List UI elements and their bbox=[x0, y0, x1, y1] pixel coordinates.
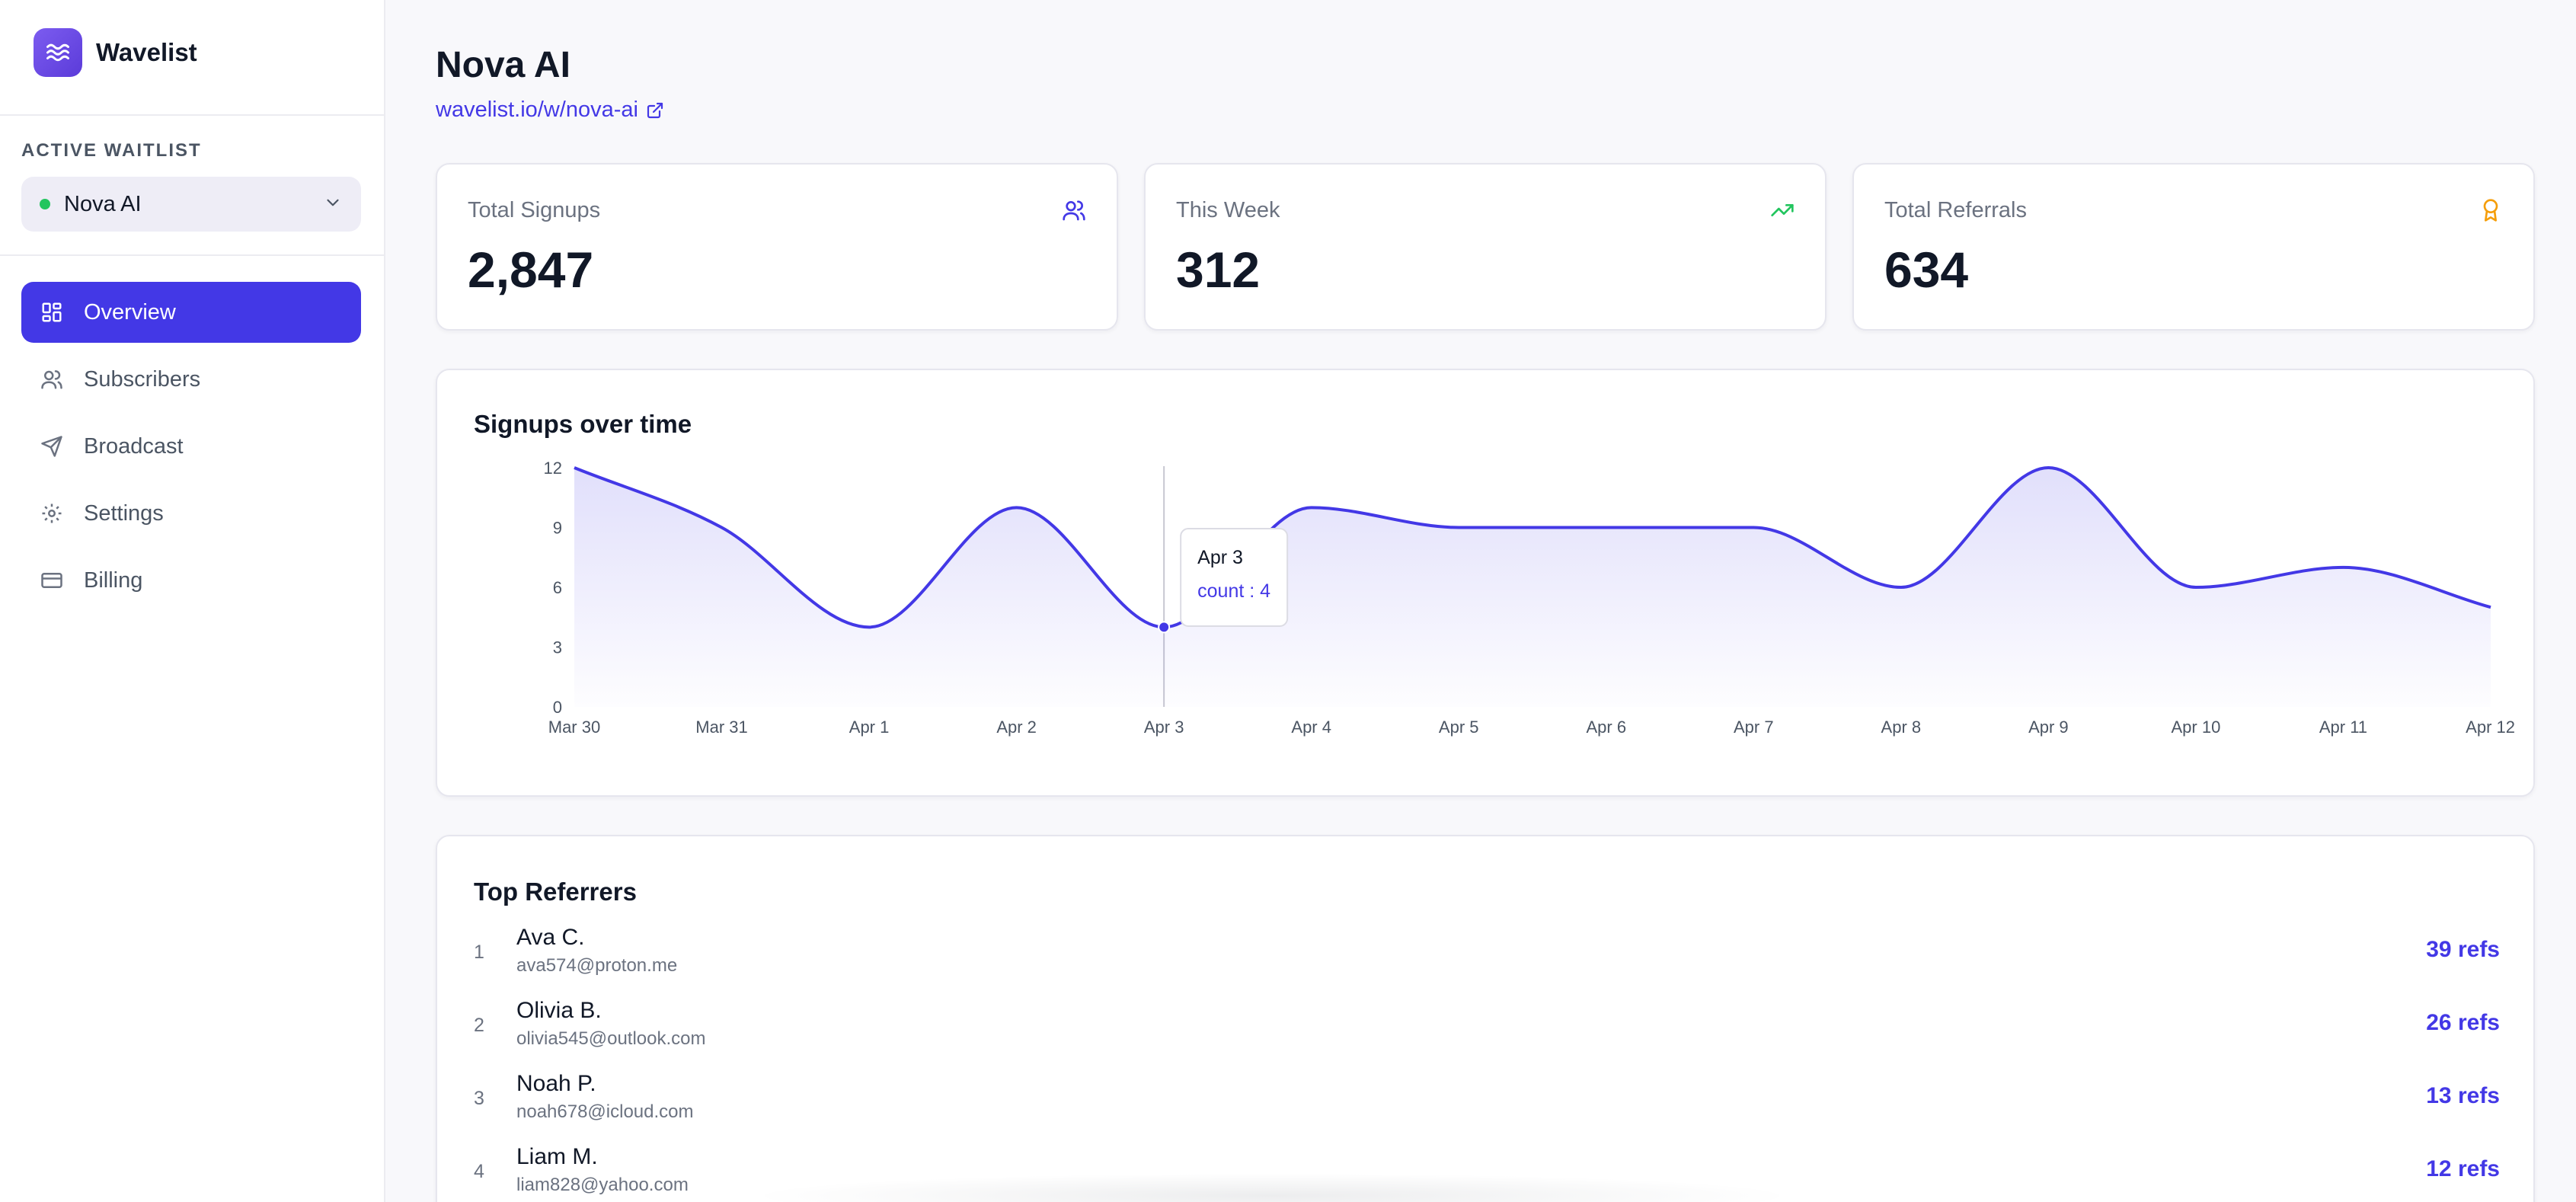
x-tick-label: Apr 9 bbox=[2028, 718, 2069, 737]
x-tick-label: Mar 30 bbox=[548, 718, 600, 737]
award-icon bbox=[2479, 198, 2503, 226]
referrer-email: ava574@proton.me bbox=[516, 955, 678, 976]
active-waitlist-label: ACTIVE WAITLIST bbox=[21, 140, 202, 161]
referrer-name: Noah P. bbox=[516, 1071, 596, 1096]
tooltip-value: count : 4 bbox=[1197, 580, 1270, 602]
nav-item-subscribers[interactable]: Subscribers bbox=[21, 349, 361, 410]
stat-label: Total Signups bbox=[468, 198, 601, 222]
x-tick-label: Apr 5 bbox=[1439, 718, 1479, 737]
nav-label: Broadcast bbox=[84, 433, 184, 459]
gear-icon bbox=[40, 501, 64, 526]
list-item[interactable]: 3 Noah P. noah678@icloud.com 13 refs bbox=[474, 1066, 2500, 1132]
stat-card-this-week: This Week 312 bbox=[1144, 163, 1827, 331]
x-tick-label: Apr 1 bbox=[849, 718, 890, 737]
nav-item-overview[interactable]: Overview bbox=[21, 282, 361, 343]
nav-label: Subscribers bbox=[84, 366, 201, 392]
highlight-point[interactable] bbox=[1158, 621, 1171, 634]
y-tick-label: 0 bbox=[553, 698, 562, 717]
y-tick-label: 9 bbox=[553, 519, 562, 538]
list-item[interactable]: 1 Ava C. ava574@proton.me 39 refs bbox=[474, 920, 2500, 986]
referrer-email: olivia545@outlook.com bbox=[516, 1028, 706, 1049]
referrer-count: 39 refs bbox=[2426, 937, 2500, 962]
status-dot bbox=[40, 199, 50, 209]
x-tick-label: Apr 12 bbox=[2466, 718, 2515, 737]
brand-name: Wavelist bbox=[96, 38, 197, 66]
list-item[interactable]: 4 Liam M. liam828@yahoo.com 12 refs bbox=[474, 1140, 2500, 1202]
top-referrers-card: Top Referrers 1 Ava C. ava574@proton.me … bbox=[436, 835, 2535, 1202]
users-icon bbox=[1062, 198, 1086, 226]
referrer-count: 13 refs bbox=[2426, 1083, 2500, 1108]
sidebar-nav: Overview Subscribers Broadcast Settings bbox=[21, 282, 361, 617]
users-icon bbox=[40, 367, 64, 392]
stat-value: 2,847 bbox=[468, 241, 594, 298]
wave-logo-icon bbox=[34, 28, 82, 77]
referrer-rank: 4 bbox=[474, 1161, 484, 1182]
y-tick-label: 12 bbox=[544, 459, 562, 478]
stat-label: Total Referrals bbox=[1884, 198, 2027, 222]
chart-tooltip: Apr 3 count : 4 bbox=[1180, 528, 1289, 627]
scroll-fade bbox=[746, 1173, 1798, 1202]
stat-value: 634 bbox=[1884, 241, 1969, 298]
x-tick-label: Apr 4 bbox=[1291, 718, 1331, 737]
signups-series-line bbox=[574, 465, 2491, 629]
referrer-email: liam828@yahoo.com bbox=[516, 1175, 689, 1195]
tooltip-box bbox=[1180, 528, 1289, 627]
stat-card-total-referrals: Total Referrals 634 bbox=[1852, 163, 2535, 331]
waitlist-link-text: wavelist.io/w/nova-ai bbox=[436, 98, 638, 122]
waitlist-public-link[interactable]: wavelist.io/w/nova-ai bbox=[436, 98, 664, 123]
page-title: Nova AI bbox=[436, 45, 570, 85]
external-link-icon bbox=[647, 102, 663, 118]
referrer-name: Olivia B. bbox=[516, 998, 602, 1023]
x-tick-label: Apr 3 bbox=[1144, 718, 1184, 737]
send-icon bbox=[40, 434, 64, 459]
signups-chart-card: Signups over time 0 3 6 9 12 Mar 30 Mar 31 Apr… bbox=[436, 369, 2535, 797]
referrer-name: Ava C. bbox=[516, 925, 585, 950]
referrer-rank: 3 bbox=[474, 1088, 484, 1109]
x-tick-label: Apr 6 bbox=[1586, 718, 1626, 737]
list-item[interactable]: 2 Olivia B. olivia545@outlook.com 26 ref… bbox=[474, 993, 2500, 1059]
nav-label: Settings bbox=[84, 500, 164, 526]
stat-card-total-signups: Total Signups 2,847 bbox=[436, 163, 1118, 331]
chart-title: Signups over time bbox=[474, 410, 692, 438]
credit-card-icon bbox=[40, 568, 64, 593]
x-tick-label: Apr 2 bbox=[996, 718, 1037, 737]
referrer-count: 12 refs bbox=[2426, 1156, 2500, 1181]
chevron-down-icon bbox=[323, 193, 343, 216]
tooltip-date: Apr 3 bbox=[1197, 547, 1243, 568]
stat-value: 312 bbox=[1176, 241, 1261, 298]
x-tick-label: Apr 8 bbox=[1881, 718, 1922, 737]
nav-item-billing[interactable]: Billing bbox=[21, 550, 361, 611]
x-tick-label: Apr 10 bbox=[2172, 718, 2221, 737]
nav-label: Billing bbox=[84, 567, 143, 593]
brand[interactable]: Wavelist bbox=[34, 27, 197, 78]
y-tick-label: 3 bbox=[553, 638, 562, 657]
nav-item-broadcast[interactable]: Broadcast bbox=[21, 416, 361, 477]
nav-item-settings[interactable]: Settings bbox=[21, 483, 361, 544]
sidebar: Wavelist ACTIVE WAITLIST Nova AI Overvie… bbox=[0, 0, 385, 1202]
nav-label: Overview bbox=[84, 299, 176, 324]
x-tick-label: Apr 7 bbox=[1734, 718, 1774, 737]
referrer-rank: 1 bbox=[474, 941, 484, 963]
sidebar-divider bbox=[0, 254, 384, 256]
signups-chart[interactable]: 0 3 6 9 12 Mar 30 Mar 31 Apr 1 Apr 2 Apr 3 Apr 4 A… bbox=[437, 370, 2536, 797]
referrer-rank: 2 bbox=[474, 1015, 484, 1036]
referrers-title: Top Referrers bbox=[474, 878, 637, 906]
referrer-name: Liam M. bbox=[516, 1144, 598, 1169]
referrer-count: 26 refs bbox=[2426, 1010, 2500, 1035]
trending-up-icon bbox=[1770, 198, 1795, 226]
stat-label: This Week bbox=[1176, 198, 1280, 222]
waitlist-selector[interactable]: Nova AI bbox=[21, 177, 361, 232]
waitlist-name: Nova AI bbox=[64, 191, 142, 216]
x-tick-label: Apr 11 bbox=[2319, 718, 2367, 737]
x-tick-label: Mar 31 bbox=[695, 718, 747, 737]
grid-icon bbox=[40, 300, 64, 324]
sidebar-divider bbox=[0, 114, 384, 116]
y-tick-label: 6 bbox=[553, 578, 562, 597]
referrer-email: noah678@icloud.com bbox=[516, 1101, 694, 1122]
